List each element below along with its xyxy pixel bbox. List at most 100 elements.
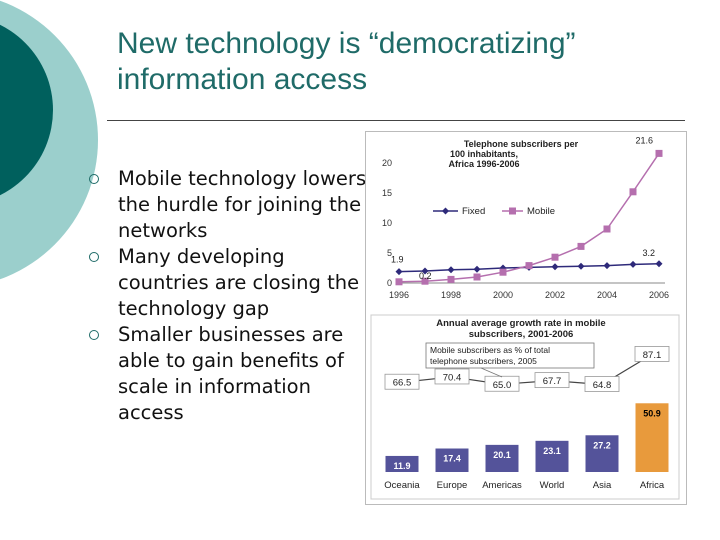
category-label: Americas [482,480,522,491]
title-divider [107,120,685,121]
page-title-line2: information access [117,63,368,96]
data-point-mobile [655,149,663,157]
data-label: 3.2 [642,248,655,258]
overlay-value-label: 66.5 [393,378,412,389]
data-point-mobile [629,188,637,196]
bar-asia [585,435,619,472]
bar-chart-title-2: subscribers, 2001-2006 [469,329,574,340]
bullet-circle-icon [89,174,99,184]
line-chart-series [395,149,663,286]
overlay-value-label: 64.8 [593,380,612,391]
data-label: 21.6 [635,135,653,145]
overlay-callout-line1: Mobile subscribers as % of total [430,345,550,355]
legend-fixed-label: Fixed [462,206,485,217]
y-tick-label: 20 [382,158,392,168]
data-point-fixed [655,260,663,268]
bar-value-label: 17.4 [443,454,461,464]
bar-world [535,440,569,472]
x-tick-label: 1998 [441,290,461,300]
decorative-circles [0,0,100,300]
overlay-callout-pointer [480,367,503,378]
overlay-callout-box [425,342,595,369]
deco-circle-dark [0,24,53,196]
x-tick-label: 2002 [545,290,565,300]
bullet-circle-icon [89,252,99,262]
overlay-value-box [434,368,470,385]
data-point-fixed [473,265,481,273]
bullet-text: Smaller businesses are able to gain bene… [118,323,344,424]
data-point-fixed [395,268,403,276]
bullet-text: Mobile technology lowers the hurdle for … [118,167,367,242]
data-label: 1.9 [391,255,404,265]
bar-value-label: 20.1 [493,450,511,460]
line-chart-annotations: 1.9 0.2 21.6 3.2 [391,135,655,280]
data-point-fixed [577,262,585,270]
bullet-text: Many developing countries are closing th… [118,245,360,320]
overlay-value-label: 70.4 [443,372,462,383]
bullet-item: Many developing countries are closing th… [88,244,368,322]
bar-europe [435,448,469,472]
bar-chart: Annual average growth rate in mobile sub… [370,314,680,500]
data-point-mobile [577,242,585,250]
category-label: Asia [593,480,612,491]
bar-value-label: 27.2 [593,440,611,450]
y-tick-label: 5 [387,248,392,258]
line-chart-legend: Fixed Mobile [433,206,555,217]
bar-americas [485,444,519,472]
bar-oceania [385,455,419,472]
bar-africa [635,403,669,472]
charts-svg: Telephone subscribers per 100 inhabitant… [370,135,680,500]
bullet-item: Smaller businesses are able to gain bene… [88,322,368,426]
y-tick-label: 0 [387,278,392,288]
data-point-mobile [395,278,403,286]
overlay-value-label: 65.0 [493,380,512,391]
data-point-mobile [447,275,455,283]
y-tick-label: 10 [382,218,392,228]
x-tick-label: 2006 [649,290,669,300]
page-title: New technology is “democratizing” inform… [117,26,707,98]
line-chart-title-3: Africa 1996-2006 [448,159,519,169]
overlay-value-box [584,376,620,392]
data-point-fixed [447,266,455,274]
data-point-mobile [551,253,559,261]
data-point-mobile [525,262,533,270]
data-point-mobile [473,273,481,281]
data-point-mobile [499,268,507,276]
bullet-item: Mobile technology lowers the hurdle for … [88,166,368,244]
y-tick-label: 15 [382,188,392,198]
overlay-value-box [534,372,570,389]
category-label: World [540,480,565,491]
legend-mobile-marker [509,207,516,215]
legend-fixed-marker [442,207,449,215]
data-point-fixed [551,263,559,271]
page-title-line1: New technology is “democratizing” [117,27,576,60]
line-chart-title-2: 100 inhabitants, [450,149,518,159]
data-point-mobile [421,277,429,285]
data-point-fixed [421,267,429,275]
x-tick-label: 1996 [389,290,409,300]
x-tick-label: 2000 [493,290,513,300]
category-label: Africa [640,480,665,491]
line-chart: Telephone subscribers per 100 inhabitant… [382,135,669,300]
overlay-value-label: 67.7 [543,376,562,387]
overlay-value-box [384,373,420,390]
overlay-callout-line2: telephone subscribers, 2005 [430,356,537,366]
data-point-mobile [603,225,611,233]
bar-chart-frame [370,314,680,500]
legend-mobile-label: Mobile [527,206,555,217]
data-point-fixed [629,260,637,268]
bar-chart-bars: 11.9 Oceania 17.4 Europe 20.1 Americas 23.1 Wor… [384,403,669,491]
bullet-circle-icon [89,330,99,340]
line-chart-axes: 0 5 10 15 20 1996 1998 2000 2002 2004 2006 [382,158,669,300]
category-label: Europe [437,480,468,491]
bar-value-label: 50.9 [643,408,661,418]
bar-value-label: 11.9 [393,461,410,471]
chart-panel: Telephone subscribers per 100 inhabitant… [365,131,687,505]
category-label: Oceania [384,480,420,491]
bar-chart-title-1: Annual average growth rate in mobile [436,318,605,329]
bar-value-label: 23.1 [543,446,561,456]
x-tick-label: 2004 [597,290,617,300]
overlay-value-box [634,346,670,362]
line-chart-title-1: Telephone subscribers per [464,139,579,149]
bar-chart-overlay: 66.5 70.4 65.0 67.7 64.8 87.1 Mobile subscribe… [384,342,670,392]
